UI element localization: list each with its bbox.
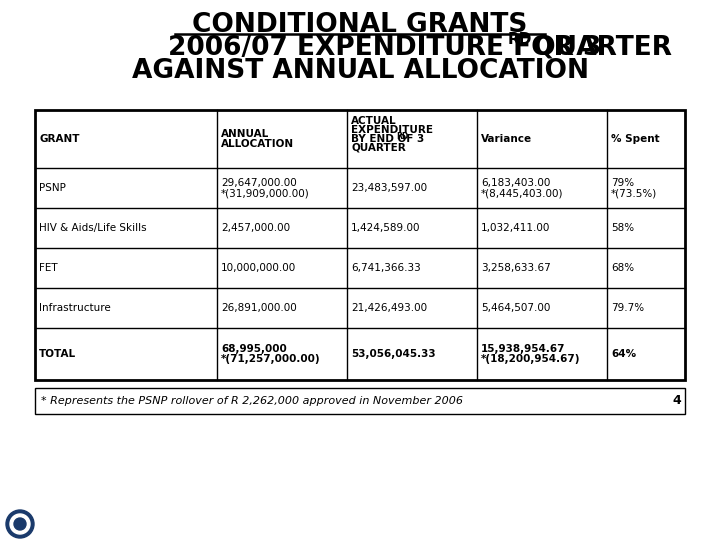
Text: FET: FET [39,263,58,273]
Circle shape [10,514,30,534]
Text: *(31,909,000.00): *(31,909,000.00) [221,188,310,198]
Text: RD: RD [396,132,408,141]
Text: *(71,257,000.00): *(71,257,000.00) [221,354,320,364]
Text: 53,056,045.33: 53,056,045.33 [351,349,436,359]
Text: QUARTER: QUARTER [351,143,406,153]
Text: 64%: 64% [611,349,636,359]
Text: AGAINST ANNUAL ALLOCATION: AGAINST ANNUAL ALLOCATION [132,58,588,84]
Text: QUARTER: QUARTER [524,35,672,61]
Text: 21,426,493.00: 21,426,493.00 [351,303,427,313]
Text: 23,483,597.00: 23,483,597.00 [351,183,427,193]
Text: *(8,445,403.00): *(8,445,403.00) [481,188,564,198]
Text: Variance: Variance [481,134,532,144]
Text: 2,457,000.00: 2,457,000.00 [221,223,290,233]
Text: *(18,200,954.67): *(18,200,954.67) [481,354,580,364]
Circle shape [6,510,34,538]
Text: ALLOCATION: ALLOCATION [221,139,294,149]
Text: 2006/07 EXPENDITURE FOR 3: 2006/07 EXPENDITURE FOR 3 [168,35,601,61]
Text: 68%: 68% [611,263,634,273]
Text: 15,938,954.67: 15,938,954.67 [481,344,565,354]
Text: 29,647,000.00: 29,647,000.00 [221,178,297,188]
Text: 10,000,000.00: 10,000,000.00 [221,263,296,273]
Text: 79%: 79% [611,178,634,188]
Text: 6,183,403.00: 6,183,403.00 [481,178,550,188]
Text: * Represents the PSNP rollover of R 2,262,000 approved in November 2006: * Represents the PSNP rollover of R 2,26… [41,396,463,406]
Text: 68,995,000: 68,995,000 [221,344,287,354]
Text: 6,741,366.33: 6,741,366.33 [351,263,420,273]
Text: 5,464,507.00: 5,464,507.00 [481,303,550,313]
Text: HIV & Aids/Life Skills: HIV & Aids/Life Skills [39,223,147,233]
Text: EXPENDITURE: EXPENDITURE [351,125,433,135]
Text: 58%: 58% [611,223,634,233]
Text: ANNUAL: ANNUAL [221,129,269,139]
Text: GRANT: GRANT [39,134,79,144]
Text: 1,424,589.00: 1,424,589.00 [351,223,420,233]
Text: CONDITIONAL GRANTS: CONDITIONAL GRANTS [192,12,528,38]
Bar [35,388,685,414]
Circle shape [14,518,26,530]
Text: 79.7%: 79.7% [611,303,644,313]
Text: % Spent: % Spent [611,134,660,144]
Text: ACTUAL: ACTUAL [351,116,397,126]
Text: 3,258,633.67: 3,258,633.67 [481,263,551,273]
Text: *(73.5%): *(73.5%) [611,188,657,198]
Text: 1,032,411.00: 1,032,411.00 [481,223,550,233]
Text: TOTAL: TOTAL [39,349,76,359]
Text: RD: RD [508,32,532,47]
Text: Infrastructure: Infrastructure [39,303,111,313]
Text: PSNP: PSNP [39,183,66,193]
Text: BY END OF 3: BY END OF 3 [351,134,424,144]
Text: 4: 4 [672,395,681,408]
Bar [35,110,685,380]
Text: 26,891,000.00: 26,891,000.00 [221,303,297,313]
